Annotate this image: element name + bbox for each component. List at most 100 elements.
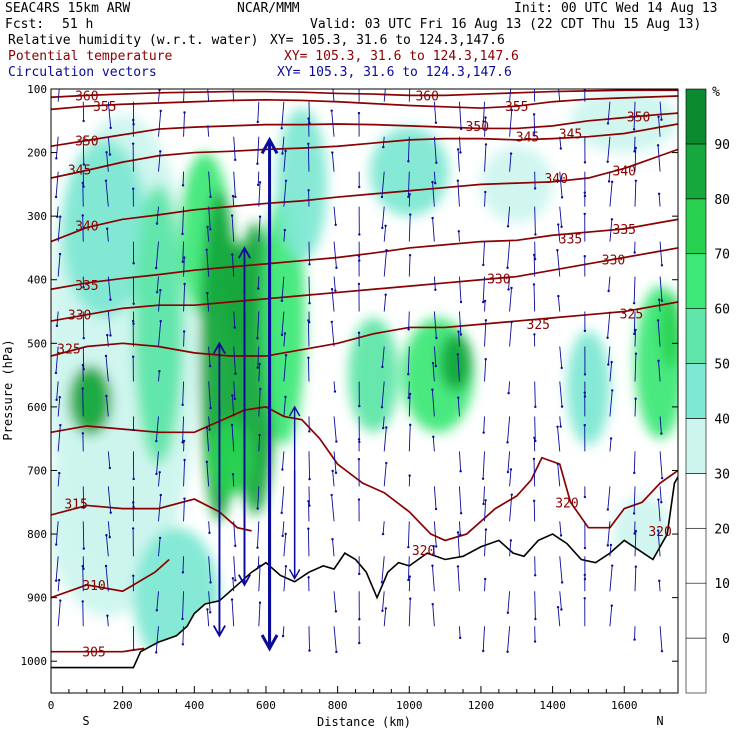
theta-contour-label: 325 (620, 307, 643, 322)
theta-contour-label: 320 (412, 544, 435, 559)
field2-xy: XY= 105.3, 31.6 to 124.3,147.6 (284, 49, 519, 64)
circulation-vector-head (656, 144, 660, 147)
circulation-vector (82, 215, 84, 242)
circulation-vector-head (183, 256, 186, 259)
circulation-vector-head (280, 511, 283, 515)
circulation-vector (458, 276, 462, 303)
circulation-vector (381, 381, 385, 408)
circulation-vector-head (357, 331, 361, 335)
circulation-vector (57, 216, 61, 242)
circulation-vector-head (258, 387, 262, 391)
circulation-vector (432, 363, 435, 382)
circulation-vector-head (459, 533, 462, 536)
circulation-vector (507, 626, 511, 652)
circulation-vector-head (256, 120, 259, 124)
theta-contour-label: 355 (93, 100, 116, 115)
circulation-vector (559, 521, 562, 536)
circulation-vector (107, 486, 112, 513)
circulation-vector (458, 311, 462, 335)
circulation-vector (559, 206, 563, 227)
rh-region (439, 333, 472, 391)
circulation-vector (333, 241, 337, 268)
circulation-vector-head (357, 282, 361, 286)
circulation-vector-head (131, 142, 135, 145)
circulation-vector-head (506, 266, 509, 270)
circulation-vector-head (660, 118, 663, 121)
x-tick-label: 0 (48, 699, 55, 712)
circulation-vector-head (209, 195, 212, 199)
circulation-vector-head (181, 617, 184, 621)
circulation-vector (332, 89, 335, 102)
circulation-vector-head (482, 649, 485, 653)
circulation-vector (433, 136, 437, 163)
circulation-vector-head (335, 266, 338, 269)
circulation-vector (158, 89, 160, 102)
circulation-vector-head (183, 497, 186, 500)
circulation-vector-head (556, 605, 560, 609)
circulation-vector (206, 461, 210, 487)
y-tick-label: 900 (27, 592, 47, 605)
circulation-vector (333, 591, 337, 612)
circulation-vector (308, 451, 311, 480)
colorbar-tick-label: 60 (714, 303, 730, 318)
circulation-vector-head (159, 109, 162, 113)
circulation-vector-head (182, 330, 186, 333)
theta-contour-label: 325 (57, 342, 80, 357)
circulation-vector-head (181, 643, 185, 646)
circulation-vector-head (357, 498, 361, 501)
circulation-vector-head (407, 396, 410, 400)
circulation-vector (657, 320, 661, 347)
circulation-vector (433, 546, 435, 557)
circulation-vector (282, 626, 285, 637)
circulation-vector-head (459, 333, 463, 336)
circulation-vector-head (258, 181, 262, 184)
circulation-vector-head (456, 353, 459, 356)
circulation-vector (433, 171, 436, 184)
circulation-vector-head (181, 232, 184, 236)
circulation-vector (659, 101, 662, 120)
circulation-vector-head (434, 364, 438, 368)
circulation-vector (533, 284, 536, 312)
circulation-vector (458, 521, 461, 535)
circulation-vector-head (358, 185, 361, 189)
circulation-vector-head (509, 539, 513, 542)
circulation-vector-head (409, 213, 412, 216)
circulation-vector (559, 136, 562, 149)
circulation-vector-head (456, 531, 460, 534)
circulation-vector-head (484, 143, 488, 146)
circulation-vector-head (660, 299, 664, 302)
circulation-vector (307, 357, 310, 382)
colorbar-swatch (685, 363, 707, 419)
circulation-vector (258, 182, 261, 207)
circulation-vector-head (280, 299, 284, 302)
circulation-vector-head (481, 477, 485, 480)
circulation-vector (509, 469, 512, 487)
circulation-vector (659, 276, 663, 301)
circulation-vector (507, 451, 511, 473)
circulation-vector-head (209, 406, 212, 410)
circulation-vector-head (432, 545, 435, 548)
circulation-vector-head (307, 576, 310, 579)
circulation-vector-head (657, 359, 660, 363)
circulation-vector-head (560, 196, 564, 199)
circulation-vector-head (81, 564, 84, 568)
rh-region (348, 317, 399, 433)
circulation-vector (382, 136, 385, 148)
circulation-vector-head (660, 476, 664, 480)
circulation-vector (633, 451, 636, 473)
circulation-vector (232, 578, 235, 592)
colorbar-swatch (685, 418, 707, 474)
theta-contour (51, 247, 678, 322)
circulation-vector-head (257, 565, 260, 569)
circulation-vector-head (231, 394, 234, 397)
circulation-vector (56, 381, 59, 400)
circulation-vector (156, 451, 159, 474)
circulation-vector (183, 112, 185, 137)
circulation-vector-head (385, 426, 388, 429)
circulation-vector (382, 521, 385, 535)
circulation-vector (408, 598, 411, 627)
circulation-vector-head (457, 330, 460, 333)
rh-region (276, 108, 327, 261)
circulation-vector (231, 215, 235, 242)
colorbar-tick-label: 50 (714, 358, 730, 373)
